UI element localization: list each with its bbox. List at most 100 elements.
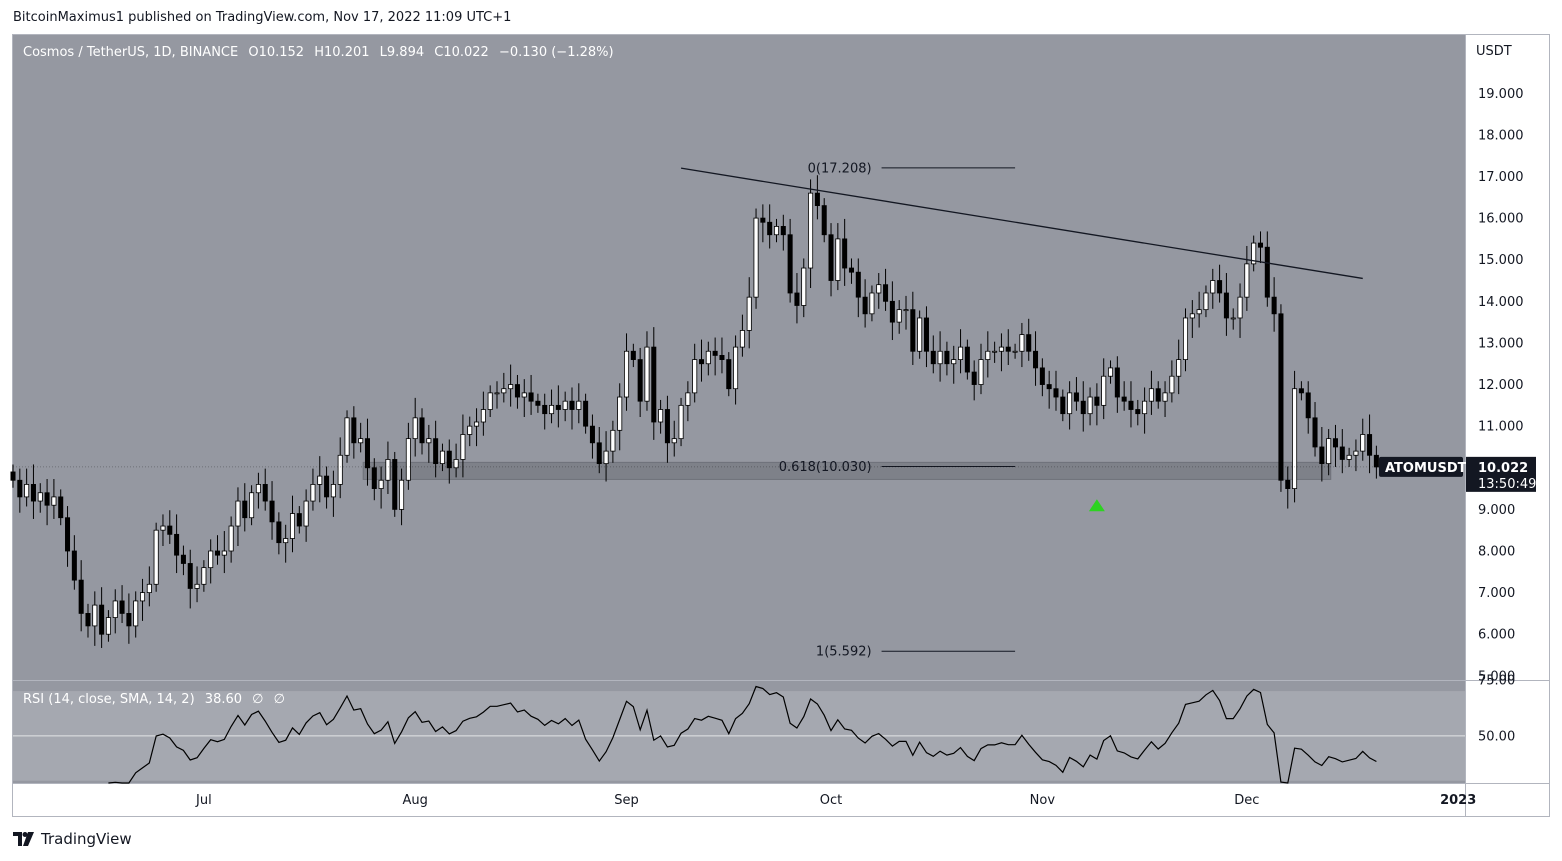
price-tick-label: 18.000 [1478,128,1524,143]
candle-body [1196,309,1202,315]
candle-body [1033,350,1039,369]
candle-body [705,350,711,365]
candle [1332,424,1338,467]
candle-body [1046,384,1052,390]
candle [1353,439,1359,472]
rsi-line [108,685,1377,784]
candle [1142,387,1148,434]
candle-body [255,484,261,494]
candle [1026,318,1032,361]
candle [923,306,929,368]
candle [501,372,507,403]
candle [767,204,773,249]
candle-body [542,404,548,415]
candle [378,466,384,509]
candle [1067,381,1073,430]
time-tick-label: Oct [820,793,842,808]
candle [296,506,302,534]
price-axis-unit: USDT [1476,44,1512,59]
candle-body [480,409,486,423]
candle-body [439,450,445,465]
candle [1169,360,1175,403]
candle [1223,273,1229,336]
candle-body [221,550,227,556]
legend-pair: Cosmos / TetherUS, 1D, BINANCE [23,45,239,60]
candle-body [794,292,800,306]
candle-body [351,417,357,444]
candle-body [712,350,718,356]
candle [1285,466,1291,509]
legend-close-value: 10.022 [443,45,489,60]
candle [698,339,705,382]
candle [821,198,827,243]
candle [1251,235,1257,272]
candle-body [726,359,732,390]
candle-body [992,350,998,353]
candle-body [1360,434,1366,452]
candle [1039,358,1045,397]
candle-body [1101,375,1107,406]
candle-body [1148,388,1154,402]
candle [535,393,541,413]
candle [739,314,745,357]
candle-body [92,604,98,627]
candle-body [1210,280,1216,294]
candle-body [685,392,691,406]
candle-body [644,346,650,402]
time-tick-label: Jul [195,793,212,808]
candle [44,479,50,526]
candle [99,587,105,648]
price-pane [13,35,1465,680]
footer: TradingView [13,830,132,848]
candle-body [698,359,705,365]
candle [1292,370,1298,503]
candle-body [958,346,964,360]
candle-body [1114,367,1120,398]
price-tick-label: 19.000 [1478,87,1524,102]
time-tick-label: 2023 [1440,793,1476,808]
candle-body [637,359,643,402]
candle [1019,322,1025,368]
rsi-tick-label: 50.00 [1478,729,1515,744]
candle-body [1373,454,1379,468]
candle-body [889,300,895,323]
candle [985,331,991,378]
candle [1360,418,1366,461]
candle [835,223,841,291]
candle-body [596,442,602,465]
candle-body [1326,438,1332,465]
price-tag-value: 10.022 [1478,461,1528,476]
candle [235,487,241,547]
candle-body [1135,409,1141,415]
legend-open-label: O [248,45,259,60]
price-tick-label: 12.000 [1478,378,1524,393]
candle [889,281,895,341]
candle [651,327,657,440]
price-tick-label: 7.000 [1478,586,1515,601]
candle [780,214,786,251]
candle-body [610,429,616,452]
descending-resistance-line [680,167,1363,280]
candle [1148,370,1154,415]
candle-body [1223,292,1229,319]
candle-body [37,492,43,502]
candle [1367,414,1373,474]
candle [855,258,861,318]
candle [917,310,923,359]
candle-body [937,350,943,365]
candle [1346,447,1352,467]
candle [303,489,309,542]
candle [1244,245,1250,311]
candle [583,393,589,434]
candle-body [801,267,807,306]
candle-body [753,217,759,298]
candle-body [964,346,970,373]
candle [508,364,514,407]
candle [1094,383,1100,426]
candle-body [1230,317,1236,320]
candle [576,383,582,424]
tradingview-logo-icon [13,832,34,846]
fib-level-label: 0(17.208) [808,161,872,176]
symbol-tag-label: ATOMUSDT [1385,461,1467,476]
